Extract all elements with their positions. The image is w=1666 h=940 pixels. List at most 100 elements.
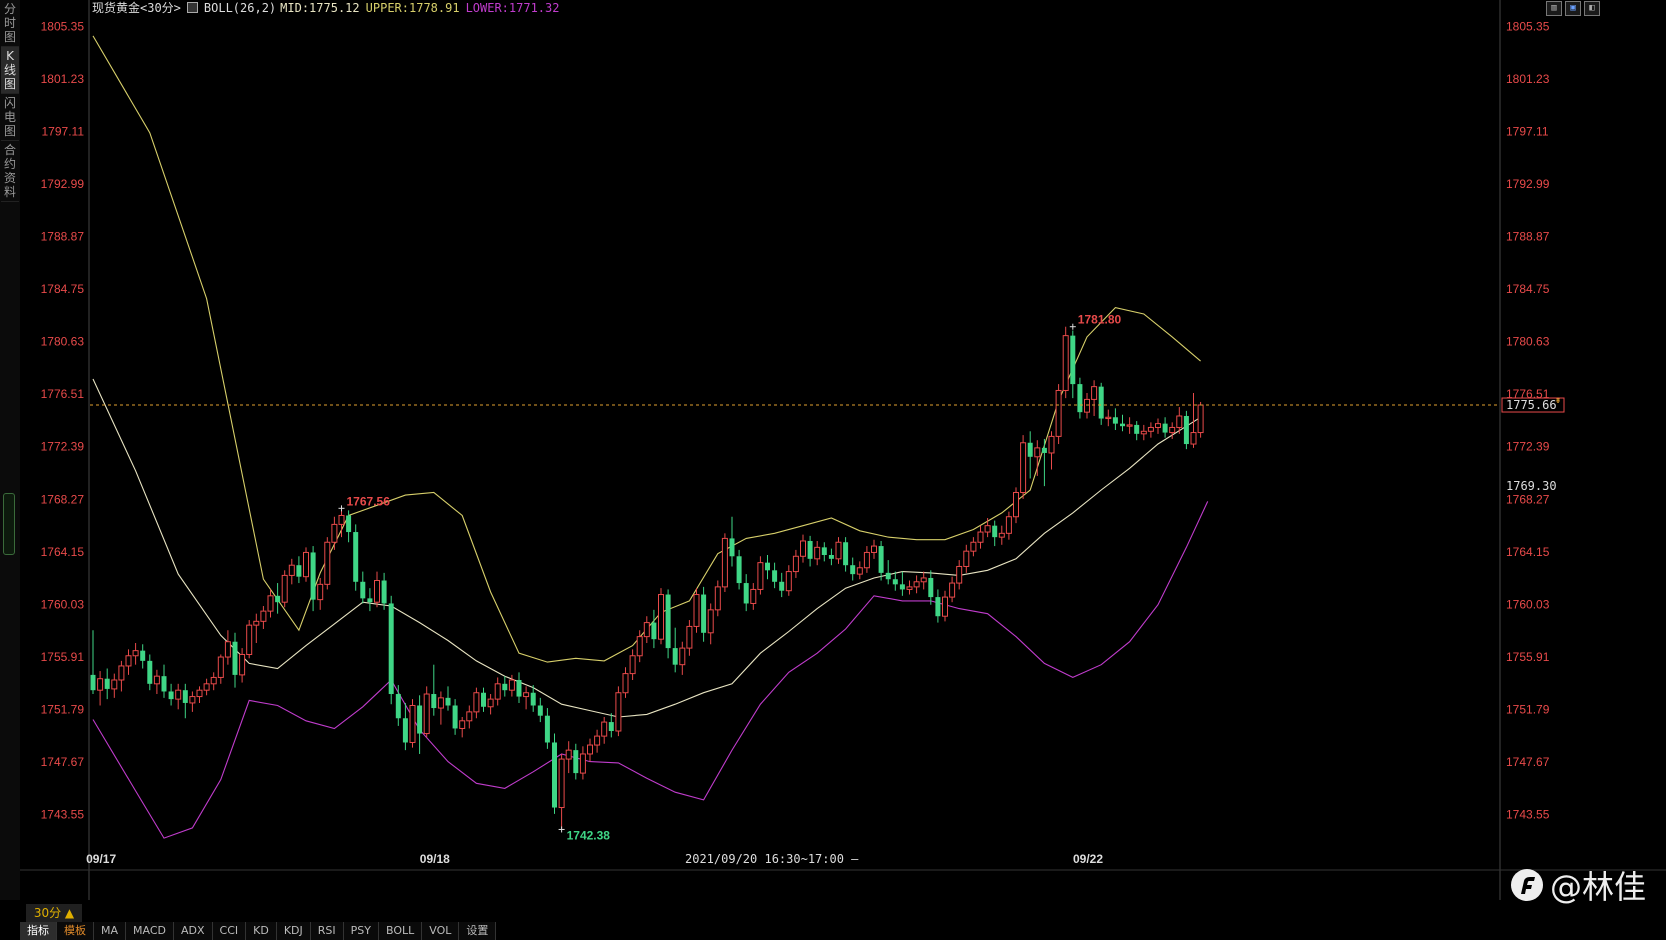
candle-body-up (494, 683, 501, 700)
tab-macd[interactable]: MACD (126, 922, 174, 940)
candle-body-down (892, 579, 898, 585)
tab-cci[interactable]: CCI (212, 922, 247, 940)
candle-body-up (132, 650, 139, 657)
candle-body-down (452, 705, 458, 729)
candle-body-up (1091, 386, 1098, 400)
candle-body-down (729, 538, 735, 557)
candle-body-down (1098, 386, 1104, 419)
candle-body-up (224, 641, 231, 658)
tab-adx[interactable]: ADX (174, 922, 213, 940)
candle-body-up (338, 514, 345, 525)
y-tick-label-right: 1751.79 (1506, 702, 1550, 716)
brand-logo-icon (1511, 869, 1543, 901)
watermark-text: @林佳 (1550, 868, 1647, 906)
y-tick-label-right: 1805.35 (1506, 19, 1550, 33)
tab-boll[interactable]: BOLL (378, 922, 423, 940)
tab-template[interactable]: 模板 (57, 922, 94, 940)
candle-body-down (885, 572, 891, 580)
candle-body-up (643, 622, 650, 638)
tab-indicator[interactable]: 指标 (20, 922, 57, 940)
scroll-handle[interactable] (3, 493, 15, 555)
tab-ma[interactable]: MA (94, 922, 127, 940)
tab-kd[interactable]: KD (246, 922, 277, 940)
y-tick-label-right: 1797.11 (1506, 124, 1549, 138)
candle-body-up (1147, 426, 1154, 432)
candle-body-up (686, 625, 693, 649)
tab-vol[interactable]: VOL (422, 922, 460, 940)
y-tick-label-right: 1747.67 (1506, 755, 1550, 769)
tab-psy[interactable]: PSY (343, 922, 379, 940)
candle-body-up (579, 753, 586, 774)
side-tab-contract-info[interactable]: 合约资料 (1, 141, 19, 202)
candle-body-up (1140, 430, 1147, 435)
candle-body-down (104, 678, 110, 689)
candle-body-up (1055, 389, 1062, 437)
y-tick-label-left: 1760.03 (41, 597, 85, 611)
candle-body-down (899, 584, 905, 590)
candle-body-up (196, 689, 203, 698)
candle-body-up (785, 571, 792, 592)
side-tab-kline[interactable]: K线图 (1, 47, 19, 94)
y-tick-label-right: 1768.27 (1506, 492, 1550, 506)
boll-lower-value: LOWER:1771.32 (465, 1, 560, 15)
candle-body-down (807, 540, 813, 559)
candle-body-up (253, 620, 260, 626)
candle-body-down (1120, 423, 1125, 427)
symbol-title[interactable]: 现货黄金<30分> (92, 1, 181, 15)
y-tick-label-right: 1743.55 (1506, 808, 1550, 822)
candle-body-up (324, 541, 331, 585)
fullscreen-icon[interactable]: ▣ (1565, 1, 1581, 16)
layout-icon[interactable]: ▥ (1546, 1, 1562, 16)
side-tab-timeshare[interactable]: 分时图 (1, 0, 19, 47)
candle-body-up (217, 656, 224, 678)
candle-body-up (203, 683, 210, 691)
candle-body-up (210, 676, 217, 685)
candle-body-up (125, 655, 132, 667)
candle-body-up (622, 673, 629, 694)
side-tab-flash[interactable]: 闪电图 (1, 94, 19, 141)
y-tick-label-right: 1792.99 (1506, 177, 1550, 191)
restore-icon[interactable]: ◧ (1584, 1, 1600, 16)
tab-kdj[interactable]: KDJ (276, 922, 311, 940)
y-tick-label-left: 1797.11 (42, 124, 85, 138)
candle-body-down (552, 742, 557, 808)
candle-body-up (693, 594, 700, 627)
y-tick-label-left: 1755.91 (41, 650, 85, 664)
indicator-icon[interactable] (186, 2, 198, 13)
candle-body-up (111, 679, 118, 690)
tab-settings[interactable]: 设置 (459, 922, 497, 940)
candle-body-up (757, 562, 764, 590)
candle-body-down (935, 597, 941, 617)
crosshair-time-label: 2021/09/20 16:30~17:00 — (685, 852, 859, 866)
candle-body-down (388, 603, 394, 695)
x-date-label: 09/18 (420, 852, 450, 866)
y-tick-label-right: 1772.39 (1506, 440, 1550, 454)
candle-body-down (502, 683, 508, 691)
y-tick-label-left: 1764.15 (41, 545, 85, 559)
candle-body-up (487, 698, 494, 708)
candle-body-up (871, 545, 877, 553)
candle-body-down (608, 722, 614, 732)
boll-label: BOLL(26,2) (203, 1, 277, 15)
crosshair-price-box (1502, 479, 1564, 494)
candle-body-up (679, 647, 686, 666)
y-tick-label-right: 1801.23 (1506, 72, 1550, 86)
boll-mid-value: MID:1775.12 (280, 1, 360, 15)
candle-body-down (346, 515, 352, 533)
candle-body-up (636, 636, 643, 657)
candle-body-up (466, 711, 473, 722)
candle-body-up (118, 665, 125, 681)
candle-body-down (736, 556, 742, 584)
candle-body-down (1134, 424, 1140, 434)
period-selector[interactable]: 30分 ▲ (26, 904, 82, 922)
candle-body-up (601, 721, 608, 737)
candlestick-chart[interactable]: 1775.66⇟ 1769.30 1767.56 1742.38 1781.80 180… (20, 0, 1666, 900)
view-controls: ▥ ▣ ◧ (1546, 1, 1600, 16)
candle-body-up (800, 540, 806, 557)
candle-body-down (828, 555, 834, 559)
tab-rsi[interactable]: RSI (310, 922, 344, 940)
y-tick-label-left: 1780.63 (41, 335, 85, 349)
x-date-label: 09/17 (86, 852, 116, 866)
candle-body-up (856, 567, 863, 575)
candle-body-up (984, 525, 991, 533)
